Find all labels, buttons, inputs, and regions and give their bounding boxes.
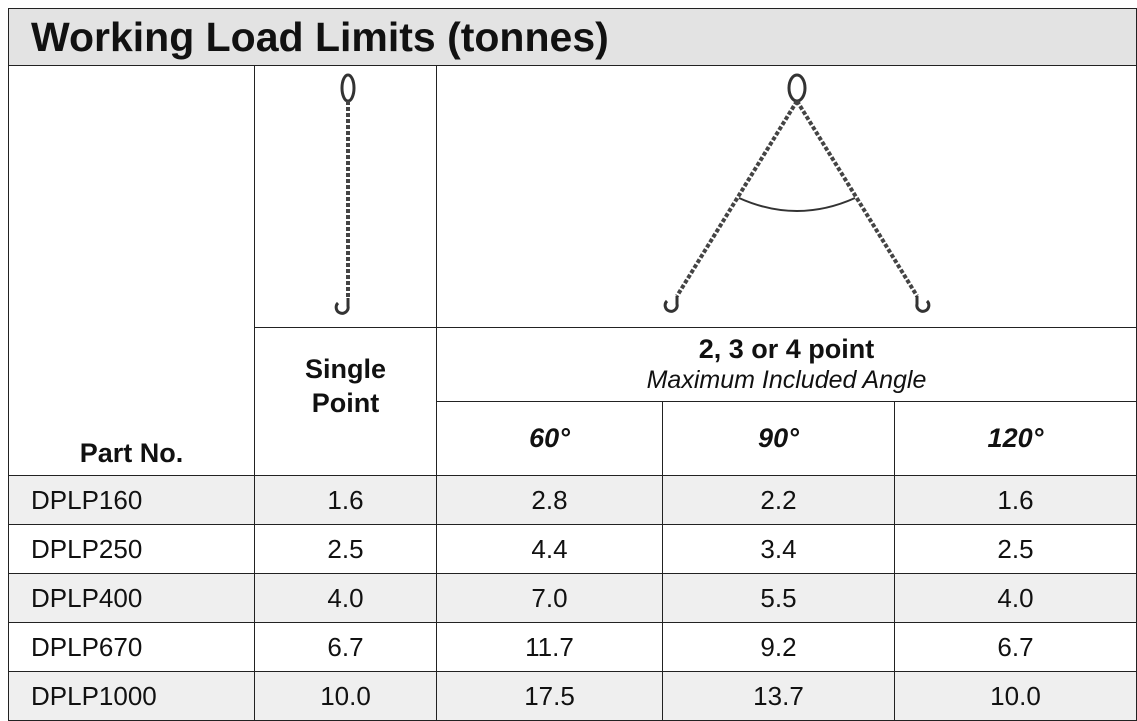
load-value: 4.0 — [894, 574, 1136, 623]
part-no-header: Part No. — [9, 66, 255, 476]
load-value: 6.7 — [894, 623, 1136, 672]
page: Working Load Limits (tonnes) Part No. Si… — [0, 0, 1137, 719]
load-value: 11.7 — [437, 623, 663, 672]
load-value: 4.0 — [255, 574, 437, 623]
load-value: 3.4 — [662, 525, 894, 574]
multi-point-header: 2, 3 or 4 point — [437, 334, 1136, 365]
load-value: 7.0 — [437, 574, 663, 623]
load-value: 10.0 — [894, 672, 1136, 721]
part-number: DPLP250 — [9, 525, 255, 574]
load-value: 10.0 — [255, 672, 437, 721]
single-point-cell: Single Point — [255, 328, 437, 476]
multi-point-image — [437, 66, 1137, 328]
double-chain-icon — [437, 66, 1135, 322]
table-title: Working Load Limits (tonnes) — [9, 9, 1137, 66]
multi-point-cell: 2, 3 or 4 point Maximum Included Angle — [437, 328, 1137, 402]
single-chain-icon — [255, 66, 435, 322]
part-number: DPLP670 — [9, 623, 255, 672]
single-point-header: Single Point — [286, 328, 406, 420]
load-table: Working Load Limits (tonnes) Part No. Si… — [8, 8, 1137, 721]
angle-header: 120° — [894, 402, 1136, 476]
load-value: 2.5 — [255, 525, 437, 574]
load-value: 9.2 — [662, 623, 894, 672]
angle-header: 90° — [662, 402, 894, 476]
load-value: 4.4 — [437, 525, 663, 574]
part-number: DPLP160 — [9, 476, 255, 525]
load-value: 2.5 — [894, 525, 1136, 574]
load-value: 2.8 — [437, 476, 663, 525]
angle-note: Maximum Included Angle — [437, 365, 1136, 396]
load-value: 6.7 — [255, 623, 437, 672]
part-number: DPLP400 — [9, 574, 255, 623]
load-value: 1.6 — [255, 476, 437, 525]
angle-header: 60° — [437, 402, 663, 476]
load-value: 2.2 — [662, 476, 894, 525]
load-value: 1.6 — [894, 476, 1136, 525]
single-point-image — [255, 66, 437, 328]
part-number: DPLP1000 — [9, 672, 255, 721]
load-value: 17.5 — [437, 672, 663, 721]
load-value: 13.7 — [662, 672, 894, 721]
load-value: 5.5 — [662, 574, 894, 623]
